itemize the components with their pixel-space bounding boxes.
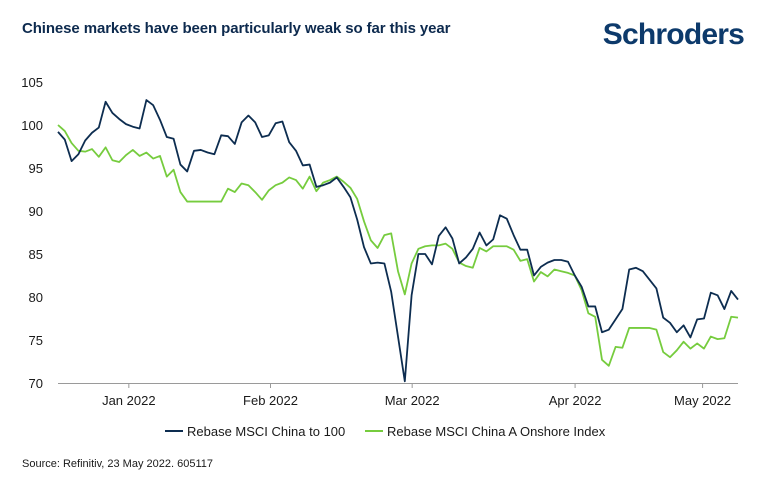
y-tick-label: 70 (29, 376, 43, 391)
series-line-1 (57, 99, 739, 383)
legend: Rebase MSCI China to 100 Rebase MSCI Chin… (165, 424, 606, 439)
x-tick-label: Mar 2022 (385, 393, 440, 408)
y-tick-label: 75 (29, 333, 43, 348)
legend-label-2: Rebase MSCI China A Onshore Index (387, 424, 606, 439)
x-tick-label: May 2022 (674, 393, 731, 408)
x-tick-label: Feb 2022 (243, 393, 298, 408)
x-tick-label: Apr 2022 (549, 393, 602, 408)
y-tick-label: 100 (21, 118, 43, 133)
series-lines (57, 99, 739, 383)
y-tick-label: 80 (29, 290, 43, 305)
schroders-logo: Schroders (602, 18, 745, 51)
y-tick-label: 85 (29, 247, 43, 262)
y-tick-label: 95 (29, 161, 43, 176)
x-tick-label: Jan 2022 (102, 393, 156, 408)
y-tick-label: 105 (21, 75, 43, 90)
y-tick-label: 90 (29, 204, 43, 219)
x-axis: Jan 2022 Feb 2022 Mar 2022 Apr 2022 May 2022 (58, 383, 738, 408)
chart-title: Chinese markets have been particularly w… (22, 20, 451, 37)
series-line-2 (57, 124, 739, 367)
source-note: Source: Refinitiv, 23 May 2022. 605117 (22, 458, 213, 470)
y-axis: 70 75 80 85 90 95 100 105 (21, 75, 43, 391)
legend-label-1: Rebase MSCI China to 100 (187, 424, 345, 439)
